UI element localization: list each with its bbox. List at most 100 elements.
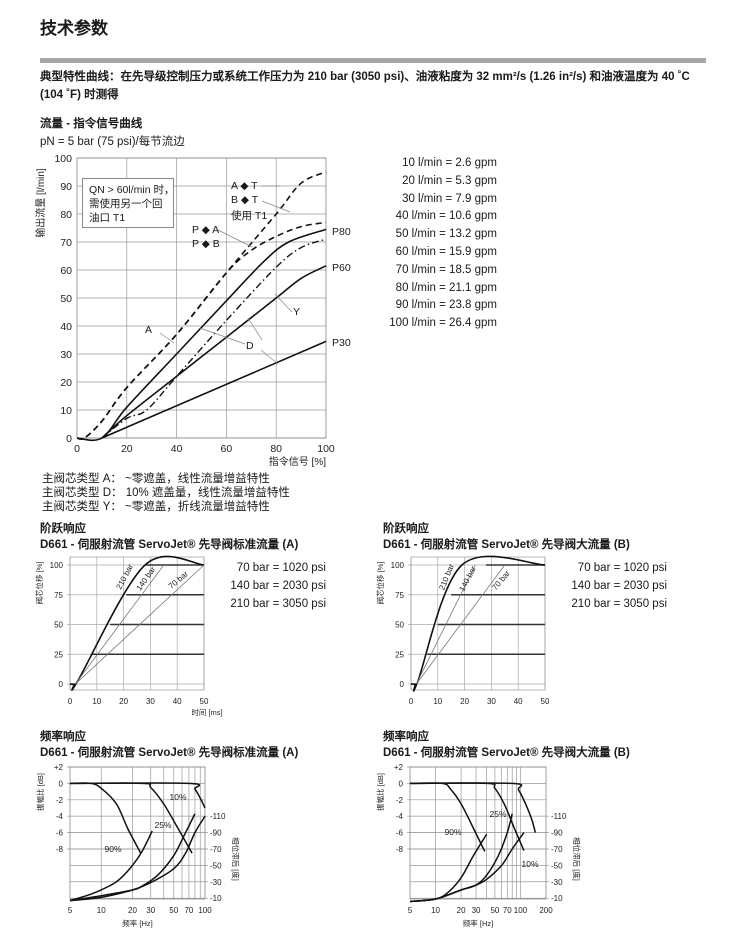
plot-frame — [410, 556, 546, 691]
label-p-a: P ◆ A — [192, 224, 220, 236]
x-tick-label: 30 — [146, 906, 155, 915]
x-tick-label: 10 — [433, 697, 442, 706]
x-tick-label: 50 — [169, 906, 178, 915]
conversion-row: 30 l/min = 7.9 gpm — [402, 192, 497, 205]
y2-tick-label: -90 — [210, 829, 222, 838]
series-label: 10% — [521, 859, 538, 869]
y-tick-label: 0 — [66, 433, 72, 445]
x-tick-label: 100 — [317, 443, 335, 455]
step-b-psi-1: 70 bar = 1020 psi — [577, 562, 667, 574]
series-line — [410, 555, 546, 692]
y-tick-label: 10 — [60, 405, 72, 417]
leader-line — [260, 349, 279, 365]
y-tick-label: -6 — [56, 829, 64, 838]
plot-frame — [69, 766, 206, 900]
y-tick-label: 0 — [399, 779, 404, 788]
y-tick-label: -8 — [396, 845, 404, 854]
x-tick-label: 20 — [460, 697, 469, 706]
phase-line — [69, 830, 153, 902]
y-tick-label: 50 — [395, 621, 404, 630]
y2-tick-label: -30 — [551, 878, 563, 887]
series-line-P80 — [76, 228, 327, 442]
series-label: 10% — [169, 792, 186, 802]
y-tick-label: 25 — [54, 650, 63, 659]
y-tick-label: 100 — [50, 561, 64, 570]
y2-tick-label: -70 — [551, 845, 563, 854]
legend-y: 主阀芯类型 Y： ~零遮盖，折线流量增益特性 — [42, 501, 270, 513]
series-label: 70 bar — [167, 569, 190, 591]
title-divider — [40, 58, 706, 63]
y-tick-label: 20 — [60, 377, 72, 389]
y-tick-label: 30 — [60, 349, 72, 361]
x-tick-label: 0 — [74, 443, 80, 455]
y-tick-label: -2 — [396, 796, 404, 805]
x-tick-label: 5 — [68, 906, 73, 915]
step-b-title: D661 - 伺服射流管 ServoJet® 先导阀大流量 (B) — [383, 539, 630, 551]
conversion-row: 10 l/min = 2.6 gpm — [402, 157, 497, 169]
y-tick-label: -4 — [396, 812, 404, 821]
x-axis-label: 频率 [Hz] — [122, 918, 152, 928]
conversion-row: 90 l/min = 23.8 gpm — [395, 299, 497, 312]
x-tick-label: 100 — [198, 906, 212, 915]
intro-line-2: (104 ˚F) 时测得 — [40, 89, 119, 101]
y-axis-label: 阀芯位移 [%] — [375, 562, 385, 605]
y-tick-label: 0 — [59, 680, 64, 689]
x-axis-label: 频率 [Hz] — [463, 918, 493, 928]
y2-tick-label: -10 — [210, 894, 222, 903]
series-label: 90% — [444, 827, 461, 837]
legend-d: 主阀芯类型 D： 10% 遮盖量，线性流量增益特性 — [42, 487, 290, 499]
leader-line — [159, 332, 175, 344]
x-axis-label: 时间 [ms] — [191, 707, 222, 717]
x-tick-label: 10 — [92, 697, 101, 706]
label-p-b: P ◆ B — [192, 238, 220, 250]
y-tick-label: -2 — [56, 796, 64, 805]
x-tick-label: 40 — [173, 697, 182, 706]
plot-frame — [69, 556, 205, 691]
series-label: 90% — [104, 844, 121, 854]
x-tick-label: 100 — [514, 906, 528, 915]
leader-line — [261, 200, 291, 213]
label-y: Y — [293, 306, 301, 318]
flow-note-box: QN > 60l/min 时， 需使用另一个回 油口 T1 — [82, 178, 174, 228]
y-tick-label: 75 — [395, 591, 404, 600]
conversion-row: 50 l/min = 13.2 gpm — [395, 228, 497, 241]
step-b-psi-2: 140 bar = 2030 psi — [571, 580, 667, 592]
y-axis-label: 振幅比 [dB] — [35, 773, 45, 811]
label-p60: P60 — [332, 262, 351, 274]
conversion-row: 40 l/min = 10.6 gpm — [395, 210, 497, 223]
y-tick-label: 90 — [60, 181, 72, 193]
x-tick-label: 30 — [472, 906, 481, 915]
plot-frame — [409, 766, 547, 900]
x-tick-label: 0 — [409, 697, 414, 706]
legend-a: 主阀芯类型 A： ~零遮盖，线性流量增益特性 — [42, 473, 270, 485]
y-axis-label: 振幅比 [dB] — [375, 773, 385, 811]
phase-line — [69, 813, 196, 902]
phase-line — [69, 815, 206, 902]
y-tick-label: 100 — [391, 561, 405, 570]
label-a-t: A ◆ T — [231, 180, 258, 192]
conversion-row: 70 l/min = 18.5 gpm — [395, 263, 497, 276]
phase-line — [409, 833, 488, 903]
freq-a-title: D661 - 伺服射流管 ServoJet® 先导阀标准流量 (A) — [40, 747, 299, 759]
series-label: 140 bar — [457, 564, 478, 592]
series-line-Y — [101, 238, 327, 439]
series-label: 210 bar — [114, 562, 135, 590]
x-tick-label: 10 — [97, 906, 106, 915]
series-line — [75, 564, 205, 685]
y2-axis-label: 相位滞后 [度] — [231, 837, 241, 881]
series-label: 25% — [154, 820, 171, 830]
step-a-psi-3: 210 bar = 3050 psi — [230, 598, 326, 610]
phase-line — [409, 832, 525, 903]
x-tick-label: 50 — [541, 697, 550, 706]
y2-tick-label: -50 — [210, 861, 222, 870]
leader-line — [199, 327, 246, 345]
x-tick-label: 30 — [146, 697, 155, 706]
leader-line — [247, 317, 263, 341]
y2-tick-label: -50 — [551, 861, 563, 870]
x-tick-label: 60 — [221, 443, 233, 455]
step-a-heading: 阶跃响应 — [40, 523, 86, 535]
y2-axis-label: 相位滞后 [度] — [572, 837, 582, 881]
label-t1: 使用 T1 — [231, 210, 268, 222]
x-tick-label: 20 — [119, 697, 128, 706]
x-tick-label: 70 — [503, 906, 512, 915]
